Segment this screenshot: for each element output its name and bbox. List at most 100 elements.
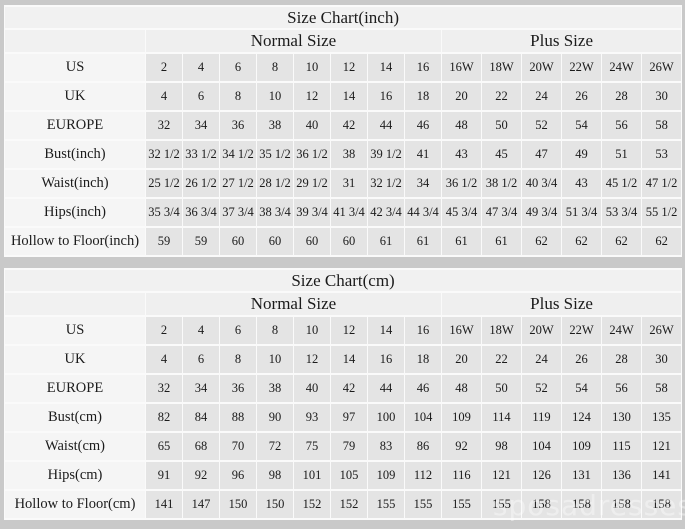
- value-cell: 30: [642, 346, 682, 373]
- value-cell: 38: [257, 112, 293, 139]
- value-cell: 18: [405, 83, 441, 110]
- value-cell: 37 3/4: [220, 199, 256, 226]
- value-cell: 60: [294, 228, 330, 255]
- value-cell: 152: [331, 491, 367, 518]
- value-cell: 39 3/4: [294, 199, 330, 226]
- value-cell: 32 1/2: [368, 170, 404, 197]
- value-cell: 46: [405, 375, 441, 402]
- value-cell: 150: [220, 491, 256, 518]
- value-cell: 6: [220, 317, 256, 344]
- value-cell: 90: [257, 404, 293, 431]
- value-cell: 82: [146, 404, 182, 431]
- value-cell: 50: [482, 375, 521, 402]
- value-cell: 155: [442, 491, 481, 518]
- value-cell: 40: [294, 375, 330, 402]
- value-cell: 155: [368, 491, 404, 518]
- value-cell: 2: [146, 54, 182, 81]
- value-cell: 41 3/4: [331, 199, 367, 226]
- value-cell: 26W: [642, 317, 682, 344]
- value-cell: 28: [602, 346, 641, 373]
- table-row: Hips(cm) 91 92 96 98 101 105 109 112 116 121 126 131…: [5, 462, 682, 489]
- value-cell: 52: [522, 375, 561, 402]
- value-cell: 47 3/4: [482, 199, 521, 226]
- value-cell: 101: [294, 462, 330, 489]
- value-cell: 32: [146, 375, 182, 402]
- value-cell: 16: [405, 54, 441, 81]
- value-cell: 24: [522, 346, 561, 373]
- value-cell: 47: [522, 141, 561, 168]
- value-cell: 24W: [602, 54, 641, 81]
- value-cell: 158: [642, 491, 682, 518]
- value-cell: 92: [442, 433, 481, 460]
- row-label: Bust(cm): [5, 404, 145, 431]
- value-cell: 61: [482, 228, 521, 255]
- value-cell: 121: [482, 462, 521, 489]
- value-cell: 14: [331, 346, 367, 373]
- value-cell: 56: [602, 112, 641, 139]
- value-cell: 54: [562, 375, 601, 402]
- value-cell: 44: [368, 375, 404, 402]
- value-cell: 136: [602, 462, 641, 489]
- group-header-row: Normal Size Plus Size: [5, 293, 682, 315]
- row-label: Hollow to Floor(inch): [5, 228, 145, 255]
- value-cell: 18W: [482, 54, 521, 81]
- size-chart-cm-table: Size Chart(cm) Normal Size Plus Size US 2…: [4, 268, 683, 520]
- value-cell: 20: [442, 346, 481, 373]
- value-cell: 141: [642, 462, 682, 489]
- value-cell: 114: [482, 404, 521, 431]
- title-row: Size Chart(inch): [5, 7, 682, 28]
- value-cell: 91: [146, 462, 182, 489]
- value-cell: 75: [294, 433, 330, 460]
- value-cell: 62: [562, 228, 601, 255]
- value-cell: 16W: [442, 317, 481, 344]
- value-cell: 126: [522, 462, 561, 489]
- value-cell: 34 1/2: [220, 141, 256, 168]
- value-cell: 158: [522, 491, 561, 518]
- value-cell: 36 1/2: [442, 170, 481, 197]
- value-cell: 58: [642, 375, 682, 402]
- value-cell: 8: [257, 317, 293, 344]
- table-row: Waist(inch) 25 1/2 26 1/2 27 1/2 28 1/2 29 1/…: [5, 170, 682, 197]
- value-cell: 109: [442, 404, 481, 431]
- table-row: Hips(inch) 35 3/4 36 3/4 37 3/4 38 3/4 39 3/4…: [5, 199, 682, 226]
- value-cell: 135: [642, 404, 682, 431]
- value-cell: 58: [642, 112, 682, 139]
- value-cell: 152: [294, 491, 330, 518]
- value-cell: 130: [602, 404, 641, 431]
- table-title: Size Chart(inch): [5, 7, 682, 28]
- corner-cell: [5, 293, 145, 315]
- value-cell: 98: [482, 433, 521, 460]
- value-cell: 60: [331, 228, 367, 255]
- value-cell: 83: [368, 433, 404, 460]
- value-cell: 158: [602, 491, 641, 518]
- value-cell: 16: [368, 346, 404, 373]
- row-label: Hips(inch): [5, 199, 145, 226]
- value-cell: 25 1/2: [146, 170, 182, 197]
- value-cell: 12: [331, 54, 367, 81]
- value-cell: 4: [183, 54, 219, 81]
- value-cell: 38 3/4: [257, 199, 293, 226]
- row-label: UK: [5, 346, 145, 373]
- value-cell: 48: [442, 112, 481, 139]
- value-cell: 12: [331, 317, 367, 344]
- value-cell: 45 3/4: [442, 199, 481, 226]
- value-cell: 16W: [442, 54, 481, 81]
- value-cell: 22: [482, 346, 521, 373]
- value-cell: 31: [331, 170, 367, 197]
- value-cell: 38: [257, 375, 293, 402]
- row-label: Bust(inch): [5, 141, 145, 168]
- value-cell: 8: [220, 346, 256, 373]
- value-cell: 79: [331, 433, 367, 460]
- value-cell: 6: [220, 54, 256, 81]
- value-cell: 4: [183, 317, 219, 344]
- table-body: US 2 4 6 8 10 12 14 16 16W 18W 20W 22W 24W 26W UK 4 6 8 10 1…: [5, 317, 682, 518]
- row-label: Hollow to Floor(cm): [5, 491, 145, 518]
- value-cell: 45 1/2: [602, 170, 641, 197]
- table-row: Waist(cm) 65 68 70 72 75 79 83 86 92 98 104 109 115 12…: [5, 433, 682, 460]
- value-cell: 35 1/2: [257, 141, 293, 168]
- value-cell: 44: [368, 112, 404, 139]
- table-row: UK 4 6 8 10 12 14 16 18 20 22 24 26 28 30: [5, 346, 682, 373]
- row-label: Hips(cm): [5, 462, 145, 489]
- value-cell: 27 1/2: [220, 170, 256, 197]
